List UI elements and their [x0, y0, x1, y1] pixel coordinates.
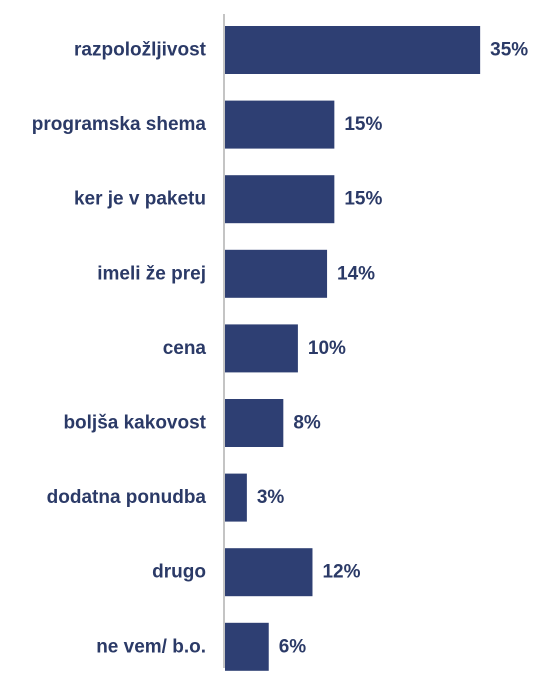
bar-7 — [225, 548, 313, 597]
category-label-4: cena — [163, 338, 207, 359]
value-label-5: 8% — [293, 413, 321, 434]
bar-1 — [225, 100, 335, 149]
category-label-2: ker je v paketu — [74, 189, 206, 210]
value-label-6: 3% — [257, 487, 285, 508]
category-label-7: drugo — [152, 562, 206, 583]
bar-0 — [225, 26, 481, 74]
value-label-8: 6% — [279, 636, 307, 657]
category-label-6: dodatna ponudba — [47, 487, 207, 508]
value-label-3: 14% — [337, 263, 375, 284]
bar-5 — [225, 399, 284, 447]
category-label-8: ne vem/ b.o. — [96, 636, 206, 657]
category-label-3: imeli že prej — [97, 263, 206, 284]
category-label-0: razpoložljivost — [74, 40, 207, 61]
category-label-1: programska shema — [32, 114, 207, 135]
value-label-2: 15% — [344, 189, 382, 210]
bar-3 — [225, 249, 328, 298]
category-label-group: razpoložljivost programska shema ker je v … — [32, 40, 207, 658]
value-label-4: 10% — [308, 338, 346, 359]
bar-group — [225, 26, 481, 671]
value-label-7: 12% — [322, 562, 360, 583]
bar-6 — [225, 473, 247, 522]
value-label-group: 35% 15% 15% 14% 10% 8% 3% 12% 6% — [257, 40, 528, 658]
bar-8 — [225, 622, 269, 671]
category-label-5: boljša kakovost — [63, 413, 206, 434]
value-label-1: 15% — [344, 114, 382, 135]
bar-2 — [225, 175, 335, 224]
bar-4 — [225, 324, 298, 373]
value-label-0: 35% — [490, 40, 528, 61]
